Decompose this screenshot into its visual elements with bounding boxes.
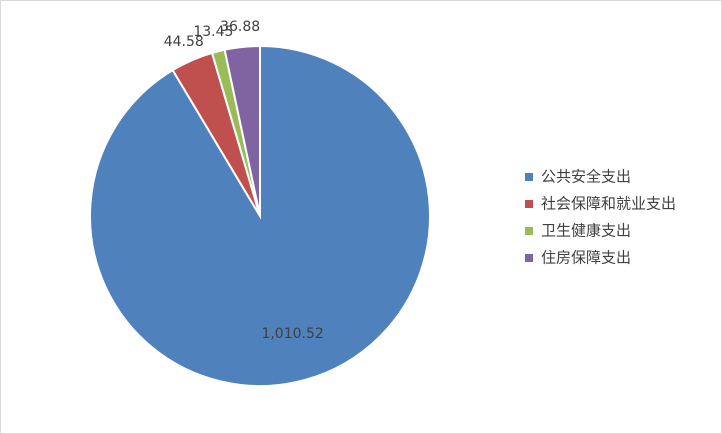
pie-slice [223, 44, 261, 217]
legend-swatch [525, 227, 533, 235]
data-label: 36.88 [220, 19, 260, 35]
legend-swatch [525, 254, 533, 262]
legend-swatch [525, 173, 533, 181]
legend-label: 社会保障和就业支出 [541, 195, 676, 213]
data-label: 1,010.52 [261, 326, 323, 342]
legend-label: 公共安全支出 [541, 168, 631, 186]
data-label: 13.45 [193, 24, 233, 40]
legend-label: 卫生健康支出 [541, 222, 631, 240]
legend-label: 住房保障支出 [541, 249, 631, 267]
legend-swatch [525, 200, 533, 208]
data-label: 44.58 [164, 34, 204, 50]
